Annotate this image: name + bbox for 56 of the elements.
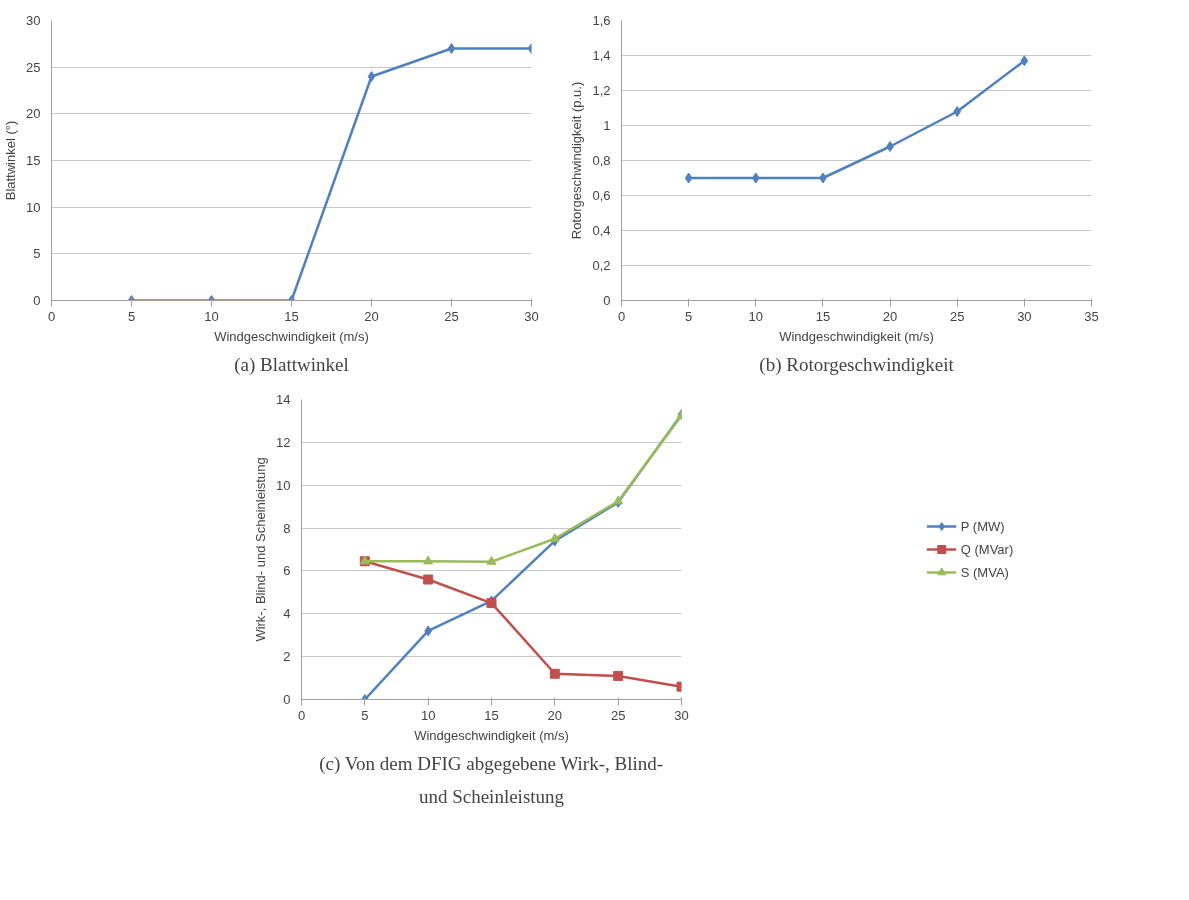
x-tick-label: 25: [949, 308, 965, 324]
y-tick-label: 5: [33, 246, 41, 262]
y-tick-label: 1,4: [592, 48, 611, 63]
y-tick-label: 4: [283, 606, 291, 622]
y-axis-title: Rotorgeschwindigkeit (p.u.): [569, 81, 585, 240]
y-tick-label: 10: [276, 477, 291, 493]
y-tick-label: 0: [283, 692, 291, 707]
y-tick-label: 6: [283, 563, 291, 579]
x-axis-title: Windgeschwindigkeit (m/s): [214, 328, 369, 344]
x-tick-label: 10: [748, 308, 764, 324]
y-tick-label: 1: [603, 118, 611, 133]
legend-label: P (MW): [960, 518, 1005, 534]
x-tick-label: 10: [420, 707, 436, 723]
y-tick-label: 30: [26, 13, 41, 28]
x-tick-label: 15: [484, 707, 499, 723]
y-tick-label: 0,6: [592, 188, 611, 203]
y-tick-label: 1,2: [592, 83, 611, 98]
y-axis-title: Blattwinkel (°): [3, 120, 19, 201]
text: (c) Von dem DFIG abgegebene Wirk-, Blind- und Scheinleistung: [319, 752, 664, 807]
legend-label: S (MVA): [960, 564, 1009, 580]
y-tick-label: 2: [283, 649, 291, 665]
x-tick-label: 0: [297, 707, 306, 723]
x-tick-label: 30: [1017, 308, 1032, 324]
y-tick-label: 0,4: [592, 223, 611, 238]
x-tick-label: 35: [1084, 308, 1099, 324]
y-tick-label: 15: [26, 153, 41, 168]
x-tick-label: 30: [674, 707, 689, 723]
x-tick-label: 25: [444, 308, 459, 324]
y-tick-label: 0: [603, 293, 611, 308]
x-tick-label: 5: [685, 308, 693, 324]
x-tick-label: 20: [547, 707, 563, 723]
x-tick-label: 0: [47, 308, 56, 324]
y-tick-label: 10: [26, 199, 41, 215]
y-tick-label: 0,2: [592, 258, 611, 273]
y-tick-label: 0,8: [592, 153, 611, 168]
x-tick-label: 30: [524, 308, 539, 324]
y-tick-label: 1,6: [592, 13, 611, 28]
x-tick-label: 20: [882, 308, 898, 324]
text: (a) Blattwinkel: [234, 353, 349, 376]
x-tick-label: 5: [361, 707, 369, 723]
y-tick-label: 8: [283, 520, 291, 536]
x-tick-label: 0: [617, 308, 626, 324]
x-axis-title: Windgeschwindigkeit (m/s): [779, 328, 934, 344]
y-tick-label: 0: [33, 293, 41, 308]
y-tick-label: 25: [26, 59, 41, 75]
x-tick-label: 5: [127, 308, 136, 324]
y-tick-label: 20: [26, 106, 41, 122]
x-tick-label: 20: [364, 308, 379, 324]
y-tick-label: 12: [276, 434, 291, 450]
y-tick-label: 14: [276, 392, 291, 407]
text: (b) Rotorgeschwindigkeit: [759, 353, 955, 376]
y-axis-title: Wirk-, Blind- und Scheinleistung: [253, 457, 269, 642]
x-axis-title: Windgeschwindigkeit (m/s): [414, 727, 569, 743]
x-tick-label: 10: [204, 308, 219, 324]
x-tick-label: 15: [815, 308, 831, 324]
legend-label: Q (MVar): [960, 541, 1014, 557]
